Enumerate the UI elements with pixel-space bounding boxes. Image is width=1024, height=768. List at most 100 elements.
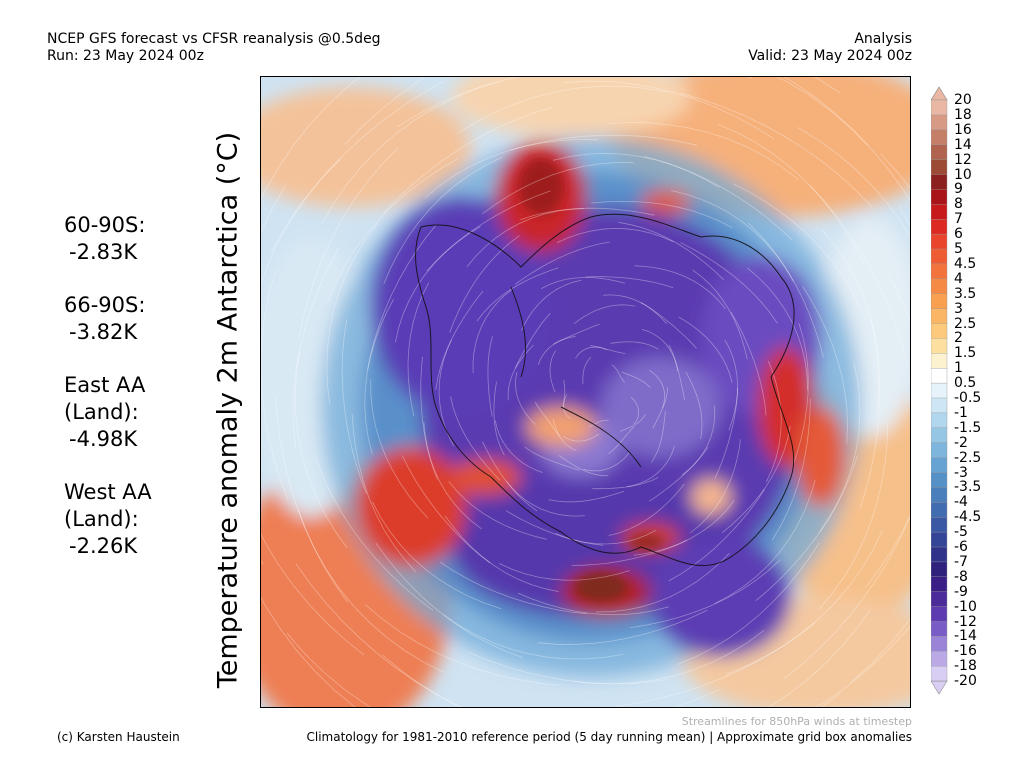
colorbar-cell xyxy=(931,442,948,459)
streamline xyxy=(261,533,365,656)
colorbar-cell xyxy=(931,397,948,414)
streamline xyxy=(678,316,733,383)
colorbar-tick-label: -14 xyxy=(954,628,977,645)
streamline xyxy=(563,433,600,442)
colorbar-cell xyxy=(931,218,948,235)
streamline xyxy=(372,501,502,610)
streamline xyxy=(275,394,349,603)
streamline xyxy=(717,123,865,266)
streamline xyxy=(644,156,793,241)
streamline xyxy=(640,301,697,349)
mode-label: Analysis xyxy=(854,31,912,47)
streamline xyxy=(714,479,816,605)
climatology-note: Climatology for 1981-2010 reference peri… xyxy=(306,730,913,744)
colorbar-tick-label: -3 xyxy=(954,464,968,481)
valid-time: Valid: 23 May 2024 00z xyxy=(748,48,912,64)
streamline xyxy=(641,329,679,372)
streamline xyxy=(797,127,910,238)
colorbar-tick-label: -3.5 xyxy=(954,479,982,496)
colorbar-tick-label: 12 xyxy=(954,151,972,168)
colorbar-tick-label: 4 xyxy=(954,270,963,287)
streamline xyxy=(615,622,815,707)
streamline xyxy=(680,92,873,208)
streamline xyxy=(571,540,688,566)
colorbar-cell xyxy=(931,651,948,667)
colorbar-tick-label: 20 xyxy=(954,92,972,108)
streamline xyxy=(572,629,765,685)
streamline xyxy=(676,542,820,666)
colorbar-cell xyxy=(931,323,948,339)
streamline xyxy=(864,514,910,589)
streamline xyxy=(321,81,500,224)
colorbar-cell xyxy=(931,546,948,563)
colorbar-cell xyxy=(931,517,948,533)
streamline xyxy=(884,268,910,323)
colorbar-cell xyxy=(931,382,948,399)
streamline xyxy=(793,323,809,464)
streamline xyxy=(270,80,445,254)
streamlines-note: Streamlines for 850hPa winds at timestep xyxy=(681,715,912,728)
colorbar-tick-label: 18 xyxy=(954,106,972,123)
run-time: Run: 23 May 2024 00z xyxy=(47,48,204,64)
streamline xyxy=(426,190,551,272)
streamline xyxy=(692,269,748,360)
streamline xyxy=(444,515,559,592)
streamline xyxy=(537,609,708,645)
streamline xyxy=(397,77,520,128)
stat-east-aa: East AA (Land): -4.98K xyxy=(64,372,152,453)
streamline xyxy=(351,413,417,573)
colorbar-tick-label: -8 xyxy=(954,568,968,585)
streamline xyxy=(395,226,481,343)
streamline xyxy=(611,364,626,383)
streamline xyxy=(294,350,348,549)
streamline xyxy=(449,235,520,333)
streamline xyxy=(556,227,674,244)
streamline xyxy=(859,318,881,509)
colorbar-tick-label: 10 xyxy=(954,166,972,183)
streamline xyxy=(517,592,669,616)
streamline xyxy=(494,420,543,473)
streamline xyxy=(549,350,557,393)
streamline xyxy=(721,425,791,534)
streamline xyxy=(521,279,582,331)
colorbar-max-arrow xyxy=(931,86,948,101)
streamline xyxy=(747,267,809,391)
streamline xyxy=(466,208,584,267)
streamline xyxy=(375,542,523,658)
streamline xyxy=(608,426,635,454)
colorbar-tick-label: -7 xyxy=(954,553,968,570)
streamline xyxy=(482,441,538,512)
streamline xyxy=(608,122,799,181)
stat-value: -3.82K xyxy=(69,320,138,344)
colorbar-cell xyxy=(931,412,948,429)
colorbar-tick-label: -18 xyxy=(954,658,977,675)
colorbar-tick-label: 14 xyxy=(954,136,972,153)
streamline xyxy=(563,394,571,420)
streamline xyxy=(768,609,872,707)
streamline xyxy=(505,510,604,546)
streamline xyxy=(621,371,651,389)
streamline xyxy=(476,267,559,322)
streamline xyxy=(298,148,398,339)
streamline xyxy=(472,289,513,374)
colorbar-cell xyxy=(931,99,948,116)
streamline xyxy=(315,457,434,611)
stat-60-90s: 60-90S: -2.83K xyxy=(64,212,152,266)
streamline xyxy=(648,446,709,502)
header-right: Analysis Valid: 23 May 2024 00z xyxy=(748,31,912,65)
streamline xyxy=(668,489,765,582)
streamline xyxy=(487,336,493,417)
chart-title: NCEP GFS forecast vs CFSR reanalysis @0.… xyxy=(47,31,381,47)
colorbar-cell xyxy=(931,561,948,578)
streamline xyxy=(383,156,503,285)
streamline xyxy=(401,455,491,564)
colorbar-cell xyxy=(931,502,948,518)
streamline xyxy=(383,106,554,214)
streamline xyxy=(261,270,288,500)
colorbar-cell xyxy=(931,666,948,682)
streamline xyxy=(364,604,560,686)
streamline xyxy=(292,247,340,450)
streamline xyxy=(732,183,862,311)
map-canvas xyxy=(261,77,910,707)
streamline xyxy=(818,420,889,610)
